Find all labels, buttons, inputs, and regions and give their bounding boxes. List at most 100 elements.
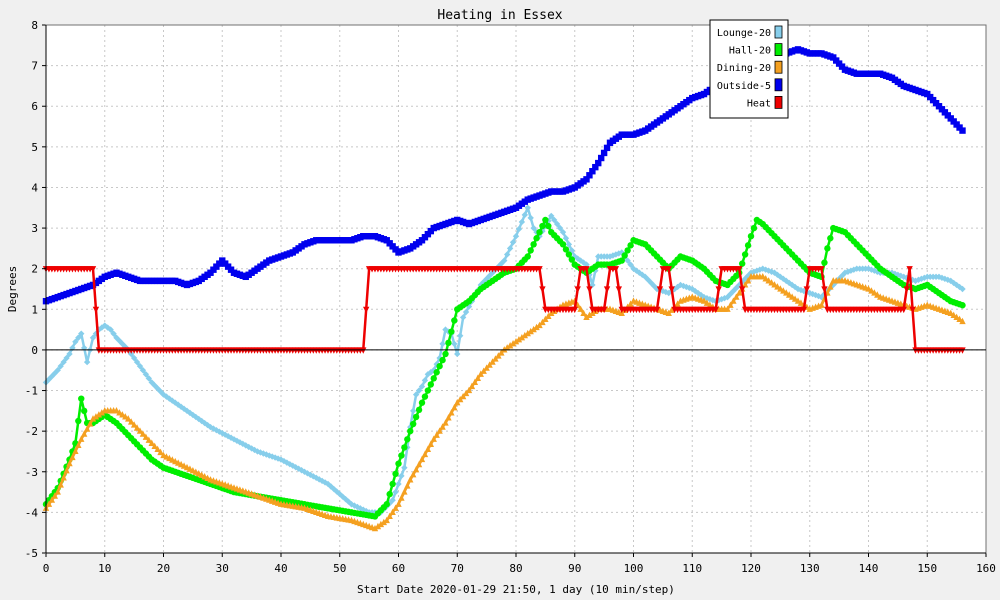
dining-20-point	[66, 459, 73, 467]
dining-20-point	[412, 465, 420, 473]
dining-20-point	[395, 500, 402, 507]
lounge-20-point	[210, 425, 217, 432]
x-tick-label: 0	[43, 562, 50, 575]
x-tick-label: 90	[568, 562, 581, 575]
dining-20-point	[374, 522, 382, 530]
hall-20-point	[442, 350, 449, 358]
y-tick-label: -2	[25, 425, 38, 438]
dining-20-point	[436, 427, 443, 434]
lounge-20-point	[66, 350, 73, 358]
x-tick-label: 60	[392, 562, 405, 575]
y-tick-label: 6	[31, 100, 38, 113]
heat-point	[92, 306, 100, 314]
y-tick-label: 4	[31, 181, 38, 194]
heat-point	[615, 286, 623, 293]
dining-20-point	[139, 430, 147, 437]
hall-20-point	[448, 328, 455, 335]
series-hall-20	[42, 216, 966, 520]
heat-point	[89, 266, 97, 273]
y-tick-label: 1	[31, 303, 38, 316]
lounge-20-point	[415, 387, 423, 394]
legend-swatch-hall-20	[774, 43, 783, 56]
lounge-20-point	[213, 426, 220, 434]
dining-20-point	[151, 442, 158, 449]
lounge-20-point	[412, 391, 420, 398]
lounge-20-point	[145, 375, 153, 382]
dining-20-point	[533, 323, 540, 331]
lounge-20-point	[565, 241, 573, 248]
hall-20-point	[75, 417, 82, 425]
lounge-20-point	[454, 350, 461, 358]
lounge-20-point	[142, 371, 150, 378]
lounge-20-point	[521, 211, 529, 219]
dining-20-point	[95, 411, 103, 418]
dining-20-point	[439, 423, 446, 430]
hall-20-point	[545, 222, 552, 230]
heat-point	[803, 286, 811, 293]
heat-point	[909, 306, 916, 314]
dining-20-point	[86, 420, 94, 427]
legend-label-lounge-20: Lounge-20	[717, 28, 771, 39]
dining-20-point	[57, 481, 64, 488]
dining-20-point	[386, 512, 393, 520]
lounge-20-point	[248, 445, 255, 452]
heat-point	[906, 266, 913, 273]
lounge-20-point	[553, 220, 561, 228]
x-tick-label: 150	[917, 562, 937, 575]
outside-5-point	[597, 154, 605, 162]
lounge-20-point	[401, 464, 408, 471]
legend-swatch-dining-20	[774, 60, 783, 74]
outside-5-point	[583, 176, 590, 183]
heat-point	[738, 286, 746, 293]
y-tick-label: -5	[25, 547, 38, 560]
hall-20-point	[568, 256, 576, 263]
lounge-20-point	[204, 421, 211, 429]
x-tick-label: 140	[859, 562, 879, 575]
heat-point	[603, 286, 611, 293]
x-tick-label: 80	[509, 562, 522, 575]
lounge-20-point	[627, 261, 634, 268]
heat-point	[665, 266, 672, 273]
dining-20-point	[136, 427, 144, 434]
lounge-20-point	[110, 330, 117, 337]
y-tick-label: -4	[25, 506, 39, 519]
y-tick-label: 0	[31, 344, 38, 357]
hall-20-point	[418, 399, 426, 406]
dining-20-point	[72, 447, 79, 455]
y-tick-label: 3	[31, 222, 38, 235]
x-tick-label: 100	[624, 562, 644, 575]
lounge-20-point	[54, 367, 61, 374]
hall-20-point	[621, 252, 628, 259]
lounge-20-point	[524, 204, 531, 211]
heat-point	[583, 266, 590, 273]
x-tick-label: 120	[741, 562, 761, 575]
lounge-20-point	[57, 362, 64, 370]
hall-20-point	[527, 247, 534, 254]
dining-20-point	[60, 474, 67, 481]
dining-20-point	[433, 431, 440, 438]
lounge-20-point	[139, 367, 147, 374]
dining-20-point	[63, 466, 70, 474]
lounge-20-point	[127, 350, 135, 358]
hall-20-point	[398, 452, 405, 459]
x-tick-label: 20	[157, 562, 170, 575]
dining-20-point	[75, 441, 82, 448]
hall-20-point	[824, 245, 831, 252]
heat-point	[571, 306, 578, 314]
dining-20-point	[133, 424, 141, 431]
dining-20-point	[78, 435, 85, 442]
dining-20-point	[145, 436, 153, 443]
y-tick-label: -1	[25, 385, 38, 398]
hall-20-point	[627, 242, 634, 249]
dining-20-point	[427, 440, 435, 447]
hall-20-point	[821, 259, 828, 266]
x-tick-label: 40	[274, 562, 287, 575]
heat-point	[821, 286, 828, 293]
hall-20-point	[424, 387, 432, 394]
dining-20-point	[398, 494, 405, 501]
lounge-20-point	[451, 340, 458, 348]
heat-point	[959, 347, 966, 354]
dining-20-point	[471, 378, 479, 386]
hall-20-point	[421, 393, 429, 400]
